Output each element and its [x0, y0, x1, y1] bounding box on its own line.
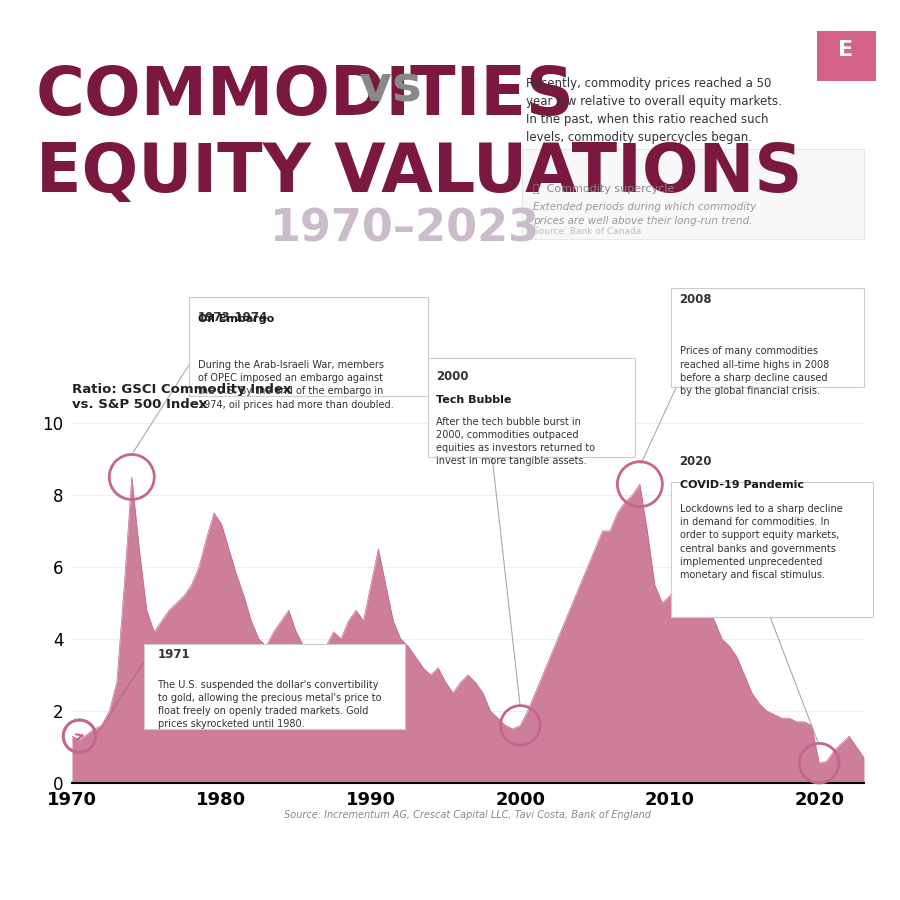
Text: 2020: 2020 [680, 455, 712, 468]
Text: ELEMENTS: ELEMENTS [36, 863, 126, 878]
Text: Source: Bank of Canada: Source: Bank of Canada [533, 227, 641, 236]
Text: Lockdowns led to a sharp decline
in demand for commodities. In
order to support : Lockdowns led to a sharp decline in dema… [680, 504, 842, 580]
Text: 2008: 2008 [680, 293, 712, 306]
Text: ⓘ  Commodity supercycle: ⓘ Commodity supercycle [533, 184, 674, 194]
Text: EQUITY VALUATIONS: EQUITY VALUATIONS [36, 140, 803, 205]
Text: The U.S. suspended the dollar's convertibility
to gold, allowing the precious me: The U.S. suspended the dollar's converti… [158, 680, 381, 729]
Text: Source: Incrementum AG, Crescat Capital LLC, Tavi Costa, Bank of England: Source: Incrementum AG, Crescat Capital … [284, 809, 652, 820]
Text: Prices of many commodities
reached all-time highs in 2008
before a sharp decline: Prices of many commodities reached all-t… [680, 346, 829, 396]
Text: E: E [839, 40, 853, 60]
Text: vs: vs [342, 63, 422, 111]
Text: Oil Embargo: Oil Embargo [198, 302, 274, 324]
Text: COVID-19 Pandemic: COVID-19 Pandemic [680, 481, 804, 491]
FancyBboxPatch shape [670, 482, 873, 616]
FancyBboxPatch shape [428, 358, 634, 457]
FancyBboxPatch shape [670, 288, 864, 387]
FancyBboxPatch shape [189, 297, 428, 396]
Text: Tech Bubble: Tech Bubble [436, 395, 512, 405]
Text: Recently, commodity prices reached a 50
year low relative to overall equity mark: Recently, commodity prices reached a 50 … [526, 76, 782, 143]
Text: Extended periods during which commodity
prices are well above their long-run tre: Extended periods during which commodity … [533, 202, 756, 226]
FancyBboxPatch shape [817, 32, 876, 81]
Text: 1970–2023: 1970–2023 [270, 207, 540, 250]
FancyBboxPatch shape [522, 148, 864, 238]
Text: ELEMENTS.VISUALCAPITALIST.COM: ELEMENTS.VISUALCAPITALIST.COM [624, 864, 864, 878]
Text: Ratio: GSCI Commodity Index
vs. S&P 500 Index: Ratio: GSCI Commodity Index vs. S&P 500 … [72, 382, 292, 410]
Text: COMMODITIES: COMMODITIES [36, 63, 575, 129]
Text: During the Arab-Israeli War, members
of OPEC imposed an embargo against
the U.S.: During the Arab-Israeli War, members of … [198, 360, 393, 410]
Text: 2000: 2000 [436, 370, 469, 382]
Text: 1971: 1971 [158, 649, 190, 662]
Text: 1973-1974: 1973-1974 [198, 311, 268, 324]
FancyBboxPatch shape [144, 644, 405, 729]
Text: After the tech bubble burst in
2000, commodities outpaced
equities as investors : After the tech bubble burst in 2000, com… [436, 417, 596, 466]
